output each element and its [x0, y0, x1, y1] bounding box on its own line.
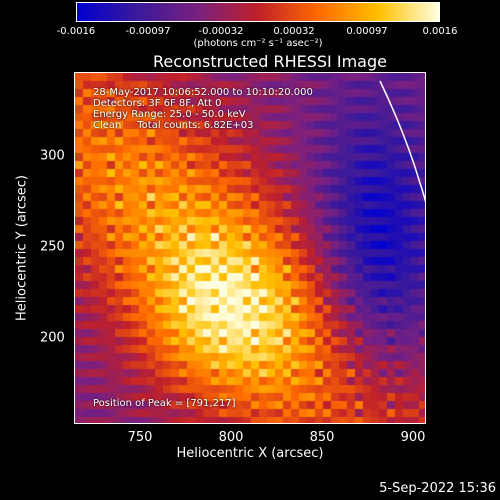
annotation-energy-range: Energy Range: 25.0 - 50.0 keV — [93, 109, 246, 120]
colorbar-units-label: (photons cm⁻² s⁻¹ asec⁻²) — [193, 38, 323, 49]
y-axis-label: Heliocentric Y (arcsec) — [14, 175, 30, 321]
annotation-clean-counts: Clean Total counts: 6.82E+03 — [93, 120, 254, 131]
footer-timestamp: 5-Sep-2022 15:36 — [379, 481, 496, 496]
heatmap-image — [75, 73, 425, 423]
colorbar-tick: 0.00032 — [273, 26, 315, 37]
annotation-peak-position: Position of Peak = [791,217] — [93, 398, 236, 409]
colorbar — [76, 2, 440, 22]
colorbar-tick: -0.00032 — [198, 26, 244, 37]
x-tick-label: 850 — [309, 430, 335, 445]
colorbar-tick: 0.0016 — [422, 26, 458, 37]
solar-limb-path — [379, 80, 425, 203]
x-axis-label: Heliocentric X (arcsec) — [176, 446, 324, 461]
x-tick-label: 750 — [127, 430, 153, 445]
solar-limb-line — [379, 80, 425, 203]
colorbar-tick: -0.00097 — [125, 26, 171, 37]
y-tick-label: 200 — [40, 330, 65, 346]
heatmap-plot-area: 28-May-2017 10:06:52.000 to 10:10:20.000… — [74, 72, 426, 424]
chart-title: Reconstructed RHESSI Image — [153, 52, 387, 71]
colorbar-tick: 0.00097 — [346, 26, 388, 37]
x-tick-label: 800 — [218, 430, 244, 445]
y-tick-label: 300 — [40, 148, 65, 164]
annotation-time-range: 28-May-2017 10:06:52.000 to 10:10:20.000 — [93, 87, 313, 98]
x-tick-label: 900 — [400, 430, 426, 445]
y-tick-label: 250 — [40, 239, 65, 255]
colorbar-tick: -0.0016 — [56, 26, 96, 37]
annotation-detectors: Detectors: 3F 6F 8F, Att 0 — [93, 98, 222, 109]
colorbar-gradient — [77, 3, 439, 21]
